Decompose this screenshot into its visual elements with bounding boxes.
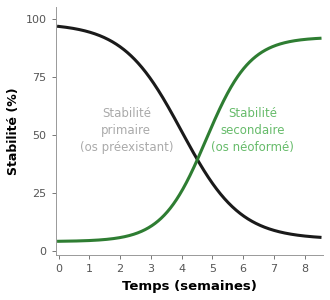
Text: Stabilité
secondaire
(os néoformé): Stabilité secondaire (os néoformé) — [211, 106, 294, 154]
Y-axis label: Stabilité (%): Stabilité (%) — [7, 87, 20, 175]
Text: Stabilité
primaire
(os préexistant): Stabilité primaire (os préexistant) — [80, 106, 173, 154]
X-axis label: Temps (semaines): Temps (semaines) — [122, 280, 257, 293]
